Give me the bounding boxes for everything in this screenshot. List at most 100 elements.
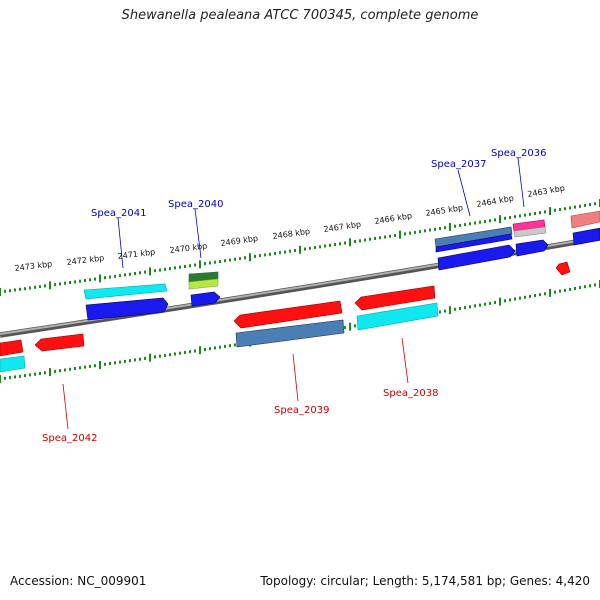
gene-feature[interactable]	[0, 355, 26, 373]
ruler-minor-tick	[189, 350, 191, 354]
ruler-minor-tick	[209, 261, 211, 265]
ruler-minor-tick	[9, 289, 11, 293]
ruler-minor-tick	[84, 365, 86, 369]
ruler-minor-tick	[354, 324, 356, 328]
gene-feature[interactable]	[233, 300, 343, 329]
ruler-minor-tick	[404, 232, 406, 236]
leader-line	[517, 157, 525, 208]
ruler-minor-tick	[569, 287, 571, 291]
gene-label-spea-2039[interactable]: Spea_2039	[274, 405, 329, 416]
gene-feature[interactable]	[555, 261, 571, 276]
ruler-minor-tick	[179, 351, 181, 355]
ruler-minor-tick	[104, 362, 106, 366]
ruler-major-tick	[0, 375, 1, 383]
ruler-minor-tick	[484, 302, 486, 306]
ruler-minor-tick	[319, 245, 321, 249]
map-title: Shewanella pealeana ATCC 700345, complet…	[121, 8, 479, 23]
ruler-minor-tick	[364, 238, 366, 242]
gene-feature[interactable]	[356, 302, 439, 331]
ruler-minor-tick	[579, 204, 581, 208]
gene-feature[interactable]	[572, 227, 600, 246]
gene-feature[interactable]	[83, 283, 168, 300]
ruler-minor-tick	[29, 286, 31, 290]
leader-line	[62, 383, 69, 430]
gene-feature[interactable]	[515, 239, 549, 257]
gene-feature[interactable]	[354, 285, 436, 311]
ruler-minor-tick	[334, 243, 336, 246]
ruler-minor-tick	[169, 267, 171, 271]
gene-label-spea-2037[interactable]: Spea_2037	[431, 159, 486, 170]
ruler-minor-tick	[179, 265, 181, 269]
gene-label-spea-2038[interactable]: Spea_2038	[383, 388, 438, 399]
tick-label: 2472 kbp	[66, 253, 105, 267]
gene-feature[interactable]	[435, 233, 513, 253]
ruler-minor-tick	[109, 362, 111, 365]
gene-feature[interactable]	[513, 226, 547, 238]
ruler-minor-tick	[289, 249, 291, 253]
ruler-minor-tick	[459, 223, 461, 227]
ruler-minor-tick	[344, 326, 346, 330]
ruler-minor-tick	[4, 376, 6, 380]
ruler-major-tick	[549, 207, 551, 216]
leader-line	[457, 169, 471, 217]
ruler-minor-tick	[584, 203, 586, 207]
ruler-minor-tick	[129, 359, 131, 363]
ruler-minor-tick	[484, 220, 486, 223]
ruler-minor-tick	[519, 214, 521, 218]
ruler-minor-tick	[479, 303, 481, 307]
ruler-major-tick	[549, 288, 551, 297]
ruler-minor-tick	[384, 235, 386, 239]
ruler-minor-tick	[234, 257, 236, 261]
gene-feature[interactable]	[570, 210, 600, 229]
ruler-minor-tick	[444, 309, 446, 313]
ruler-minor-tick	[469, 305, 471, 309]
ruler-major-tick	[449, 222, 451, 231]
ruler-minor-tick	[514, 215, 516, 219]
ruler-minor-tick	[584, 285, 586, 289]
ruler-minor-tick	[454, 224, 456, 228]
gene-feature[interactable]	[434, 226, 513, 248]
gene-feature[interactable]	[235, 319, 345, 348]
ruler-minor-tick	[39, 372, 41, 375]
ruler-minor-tick	[524, 295, 526, 299]
tick-label: 2468 kbp	[272, 227, 311, 241]
tick-label: 2467 kbp	[323, 220, 362, 234]
gene-feature[interactable]	[190, 291, 221, 307]
ruler-minor-tick	[224, 344, 226, 348]
ruler-minor-tick	[119, 360, 121, 364]
gene-feature[interactable]	[437, 244, 516, 271]
ruler-minor-tick	[469, 222, 471, 226]
ruler-minor-tick	[509, 298, 511, 302]
ruler-minor-tick	[274, 251, 276, 255]
ruler-major-tick	[149, 353, 151, 362]
ruler-minor-tick	[229, 258, 231, 262]
gene-feature[interactable]	[34, 333, 85, 352]
ruler-minor-tick	[34, 285, 36, 289]
ruler-minor-tick	[309, 246, 311, 250]
ruler-minor-tick	[224, 259, 226, 263]
leader-line	[401, 337, 409, 384]
ruler-minor-tick	[419, 230, 421, 234]
ruler-minor-tick	[129, 272, 131, 276]
gene-label-spea-2040[interactable]: Spea_2040	[168, 199, 223, 210]
ruler-minor-tick	[429, 228, 431, 232]
ruler-major-tick	[299, 245, 301, 254]
ruler-minor-tick	[459, 307, 461, 310]
ruler-minor-tick	[544, 210, 546, 214]
ruler-minor-tick	[439, 227, 441, 230]
gene-feature[interactable]	[0, 339, 24, 357]
ruler-minor-tick	[559, 208, 561, 211]
gene-feature[interactable]	[85, 297, 169, 321]
ruler-minor-tick	[44, 284, 46, 288]
ruler-minor-tick	[189, 264, 191, 268]
tick-label: 2470 kbp	[169, 241, 208, 255]
gene-feature[interactable]	[188, 278, 219, 290]
gene-track-bottom	[0, 285, 439, 373]
gene-label-spea-2036[interactable]: Spea_2036	[491, 148, 546, 159]
gene-label-spea-2041[interactable]: Spea_2041	[91, 208, 146, 219]
gene-label-spea-2042[interactable]: Spea_2042	[42, 433, 97, 444]
ruler-minor-tick	[194, 263, 196, 267]
ruler-minor-tick	[234, 343, 236, 347]
ruler-minor-tick	[169, 353, 171, 357]
